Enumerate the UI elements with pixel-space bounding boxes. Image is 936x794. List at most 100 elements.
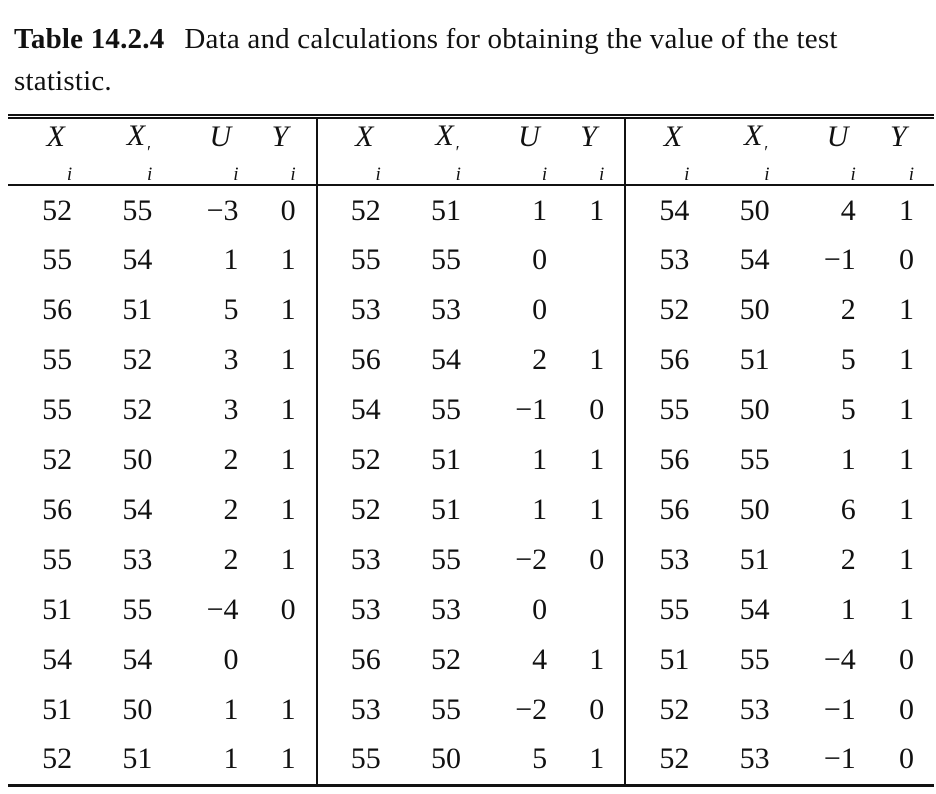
table-cell: 55 bbox=[739, 643, 770, 676]
table-cell: 51 bbox=[42, 693, 73, 726]
table-cell: 2 bbox=[840, 293, 856, 326]
table-number-label: Table 14.2.4 bbox=[14, 23, 165, 55]
table-cell: 50 bbox=[739, 393, 770, 426]
table-cell: 55 bbox=[42, 343, 73, 376]
table-row: 56 51 5 1 53 53 0 52 50 2 1 bbox=[8, 285, 934, 335]
table-cell: 53 bbox=[315, 585, 395, 635]
table-cell: 52 bbox=[42, 443, 73, 476]
table-cell: 1 bbox=[223, 742, 239, 776]
table-cell: 1 bbox=[840, 443, 856, 476]
table-row: 56 54 2 1 52 51 1 1 56 50 6 1 bbox=[8, 485, 934, 535]
table-cell: 5 bbox=[840, 343, 856, 376]
table-row: 55 52 3 1 56 54 2 1 56 51 5 1 bbox=[8, 335, 934, 385]
table-cell: 0 bbox=[223, 643, 239, 676]
table-cell: 51 bbox=[122, 293, 153, 326]
table-cell: 1 bbox=[280, 343, 296, 376]
table-cell: 52 bbox=[624, 285, 704, 335]
table-cell: 0 bbox=[589, 693, 605, 726]
table-cell: 52 bbox=[430, 643, 461, 676]
table-cell: 1 bbox=[589, 643, 605, 676]
table-cell: 52 bbox=[315, 485, 395, 535]
table-cell: −4 bbox=[823, 643, 856, 676]
table-row: 51 50 1 1 53 55 −2 0 52 53 −1 0 bbox=[8, 685, 934, 735]
table-cell: 51 bbox=[42, 593, 73, 626]
table-cell: 3 bbox=[223, 343, 239, 376]
table-cell: 56 bbox=[42, 493, 73, 526]
table-cell: −3 bbox=[206, 193, 239, 227]
table-cell: 1 bbox=[899, 193, 914, 227]
table-cell bbox=[561, 585, 625, 635]
table-cell: 54 bbox=[739, 243, 770, 276]
table-cell: 53 bbox=[739, 693, 770, 726]
table-cell: 1 bbox=[280, 443, 296, 476]
table-cell: 5 bbox=[532, 742, 548, 776]
table-cell: 1 bbox=[280, 742, 296, 776]
table-cell: 56 bbox=[42, 293, 73, 326]
table-row: 51 55 −4 0 53 53 0 55 54 1 1 bbox=[8, 585, 934, 635]
table-cell: 0 bbox=[899, 693, 914, 726]
table-cell: 56 bbox=[315, 335, 395, 385]
table-cell: 1 bbox=[280, 243, 296, 276]
table-cell: 53 bbox=[430, 293, 461, 326]
table-cell: 56 bbox=[624, 335, 704, 385]
table-cell: 0 bbox=[532, 293, 548, 326]
table-cell: 55 bbox=[430, 693, 461, 726]
table-cell: 52 bbox=[122, 393, 153, 426]
table-cell: 53 bbox=[315, 285, 395, 335]
table-cell: 2 bbox=[223, 493, 239, 526]
table-row: 52 51 1 1 55 50 5 1 52 53 −1 0 bbox=[8, 735, 934, 785]
table-cell: 1 bbox=[280, 393, 296, 426]
column-header-xprime3: X ′ i bbox=[743, 119, 770, 185]
table-cell: 1 bbox=[532, 443, 548, 476]
table-cell: 51 bbox=[430, 443, 461, 476]
table-cell: 55 bbox=[315, 235, 395, 285]
table-cell: 1 bbox=[589, 443, 605, 476]
table-cell bbox=[561, 285, 625, 335]
table-body: 52 55 −3 0 52 51 1 1 54 50 4 1 55 54 1 1 55 55 0 53 54 −1 0 56 5… bbox=[8, 185, 934, 785]
table-cell: 52 bbox=[624, 685, 704, 735]
table-cell: 51 bbox=[624, 635, 704, 685]
table-cell: 50 bbox=[122, 693, 153, 726]
table-cell: 50 bbox=[430, 742, 461, 776]
table-cell: 1 bbox=[899, 443, 914, 476]
table-row: 55 54 1 1 55 55 0 53 54 −1 0 bbox=[8, 235, 934, 285]
table-cell: 51 bbox=[430, 193, 461, 227]
table-cell: 1 bbox=[899, 393, 914, 426]
table-cell: 51 bbox=[430, 493, 461, 526]
table-cell: 53 bbox=[624, 235, 704, 285]
table-cell: 54 bbox=[122, 243, 153, 276]
table-cell: 1 bbox=[223, 243, 239, 276]
table-cell: 4 bbox=[532, 643, 548, 676]
table-cell: 54 bbox=[739, 593, 770, 626]
table-cell: 51 bbox=[122, 742, 153, 776]
table-cell: 50 bbox=[739, 293, 770, 326]
table-cell bbox=[253, 635, 317, 685]
table-cell: 1 bbox=[223, 693, 239, 726]
table-cell: 2 bbox=[840, 543, 856, 576]
table-cell: 2 bbox=[532, 343, 548, 376]
column-header-xprime1: X ′ i bbox=[126, 119, 153, 185]
table-cell bbox=[561, 235, 625, 285]
table-cell: 53 bbox=[624, 535, 704, 585]
table-cell: 54 bbox=[624, 185, 704, 235]
table-cell: 52 bbox=[42, 742, 73, 776]
table-cell: 53 bbox=[315, 685, 395, 735]
table-cell: 1 bbox=[899, 293, 914, 326]
table-cell: 1 bbox=[532, 493, 548, 526]
table-row: 55 53 2 1 53 55 −2 0 53 51 2 1 bbox=[8, 535, 934, 585]
table-cell: 0 bbox=[589, 393, 605, 426]
table-cell: 51 bbox=[739, 343, 770, 376]
table-cell: 53 bbox=[739, 742, 770, 776]
table-cell: 0 bbox=[899, 243, 914, 276]
table-cell: 1 bbox=[280, 493, 296, 526]
table-cell: 55 bbox=[430, 393, 461, 426]
table-cell: 2 bbox=[223, 543, 239, 576]
table-cell: 56 bbox=[624, 435, 704, 485]
